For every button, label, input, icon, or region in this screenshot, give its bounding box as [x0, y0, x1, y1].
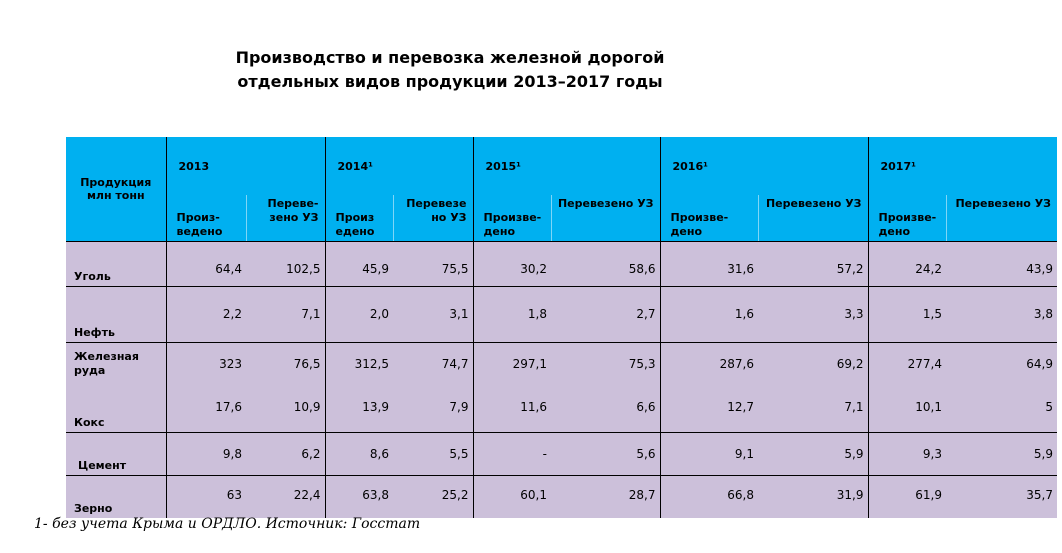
value-cell: 5,9: [758, 431, 868, 475]
produced-header: Произ-ведено: [165, 195, 246, 242]
value-cell: 9,3: [867, 431, 946, 475]
table-row: Кокс 17,6 10,9 13,9 7,9 11,6 6,6 12,7 7,…: [66, 388, 1057, 432]
value-cell: 69,2: [758, 341, 868, 388]
transported-header: Перевезено УЗ: [757, 195, 868, 242]
value-cell: 7,1: [758, 388, 868, 432]
product-name: Цемент: [66, 431, 166, 475]
produced-header: Произве-дено: [472, 195, 551, 242]
value-cell: 1,6: [659, 285, 758, 342]
value-cell: 31,6: [659, 241, 758, 286]
title-line-2: отдельных видов продукции 2013–2017 годы: [237, 72, 663, 91]
value-cell: 17,6: [165, 388, 246, 432]
value-cell: 10,9: [246, 388, 325, 432]
value-cell: 74,7: [393, 341, 473, 388]
produced-header: Произ едено: [324, 195, 393, 242]
value-cell: -: [472, 431, 551, 475]
value-cell: 75,5: [393, 241, 473, 286]
product-name: Железная руда: [66, 341, 166, 388]
value-cell: 7,1: [246, 285, 325, 342]
year-header: 2015¹: [472, 137, 660, 195]
value-cell: 5: [946, 388, 1057, 432]
transported-header: Перевезено УЗ: [550, 195, 660, 242]
table-row: Уголь 64,4 102,5 45,9 75,5 30,2 58,6 31,…: [66, 241, 1057, 286]
value-cell: 3,3: [758, 285, 868, 342]
value-cell: 1,5: [867, 285, 946, 342]
value-cell: 60,1: [472, 474, 551, 518]
value-cell: 24,2: [867, 241, 946, 286]
value-cell: 6,2: [246, 431, 325, 475]
footnote: 1- без учета Крыма и ОРДЛО. Источник: Го…: [34, 516, 421, 532]
value-cell: 3,1: [393, 285, 473, 342]
value-cell: 287,6: [659, 341, 758, 388]
value-cell: 12,7: [659, 388, 758, 432]
value-cell: 1,8: [472, 285, 551, 342]
value-cell: 28,7: [551, 474, 660, 518]
value-cell: 35,7: [946, 474, 1057, 518]
value-cell: 45,9: [324, 241, 393, 286]
value-cell: 63: [165, 474, 246, 518]
value-cell: 61,9: [867, 474, 946, 518]
transported-header: Перевезе но УЗ: [392, 195, 473, 242]
value-cell: 102,5: [246, 241, 325, 286]
value-cell: 8,6: [324, 431, 393, 475]
value-cell: 2,7: [551, 285, 660, 342]
product-name: Зерно: [66, 474, 166, 518]
value-cell: 2,0: [324, 285, 393, 342]
value-cell: 10,1: [867, 388, 946, 432]
value-cell: 323: [165, 341, 246, 388]
value-cell: 22,4: [246, 474, 325, 518]
value-cell: 5,6: [551, 431, 660, 475]
value-cell: 3,8: [946, 285, 1057, 342]
value-cell: 64,4: [165, 241, 246, 286]
product-name: Нефть: [66, 285, 166, 342]
value-cell: 64,9: [946, 341, 1057, 388]
subheader-row: Произ-ведено Переве-зено УЗ Произ едено …: [66, 195, 1057, 242]
value-cell: 297,1: [472, 341, 551, 388]
title-line-1: Производство и перевозка железной дорого…: [235, 48, 665, 67]
value-cell: 75,3: [551, 341, 660, 388]
year-header-row: Продукция млн тонн 2013 2014¹ 2015¹ 2016…: [66, 137, 1057, 242]
year-header: 2016¹: [659, 137, 868, 195]
value-cell: 57,2: [758, 241, 868, 286]
product-name: Уголь: [66, 241, 166, 286]
value-cell: 11,6: [472, 388, 551, 432]
value-cell: 58,6: [551, 241, 660, 286]
value-cell: 43,9: [946, 241, 1057, 286]
transported-header: Переве-зено УЗ: [245, 195, 325, 242]
value-cell: 5,5: [393, 431, 473, 475]
value-cell: 7,9: [393, 388, 473, 432]
value-cell: 2,2: [165, 285, 246, 342]
product-name: Кокс: [66, 388, 166, 432]
value-cell: 63,8: [324, 474, 393, 518]
value-cell: 13,9: [324, 388, 393, 432]
table-row: Нефть 2,2 7,1 2,0 3,1 1,8 2,7 1,6 3,3 1,…: [66, 285, 1057, 342]
value-cell: 66,8: [659, 474, 758, 518]
table-row: Зерно 63 22,4 63,8 25,2 60,1 28,7 66,8 3…: [66, 474, 1057, 518]
value-cell: 25,2: [393, 474, 473, 518]
year-header: 2017¹: [867, 137, 1057, 195]
value-cell: 76,5: [246, 341, 325, 388]
value-cell: 312,5: [324, 341, 393, 388]
production-table: Продукция млн тонн 2013 2014¹ 2015¹ 2016…: [66, 137, 1057, 518]
transported-header: Перевезено УЗ: [945, 195, 1057, 242]
value-cell: 9,1: [659, 431, 758, 475]
value-cell: 30,2: [472, 241, 551, 286]
value-cell: 9,8: [165, 431, 246, 475]
value-cell: 5,9: [946, 431, 1057, 475]
produced-header: Произве-дено: [867, 195, 946, 242]
value-cell: 6,6: [551, 388, 660, 432]
value-cell: 31,9: [758, 474, 868, 518]
produced-header: Произве-дено: [659, 195, 758, 242]
year-header: 2013: [165, 137, 325, 195]
year-header: 2014¹: [324, 137, 473, 195]
page-title: Производство и перевозка железной дорого…: [170, 46, 730, 94]
product-header: Продукция млн тонн: [66, 137, 166, 242]
value-cell: 277,4: [867, 341, 946, 388]
table-row: Железная руда 323 76,5 312,5 74,7 297,1 …: [66, 341, 1057, 388]
table-row: Цемент 9,8 6,2 8,6 5,5 - 5,6 9,1 5,9 9,3…: [66, 431, 1057, 475]
